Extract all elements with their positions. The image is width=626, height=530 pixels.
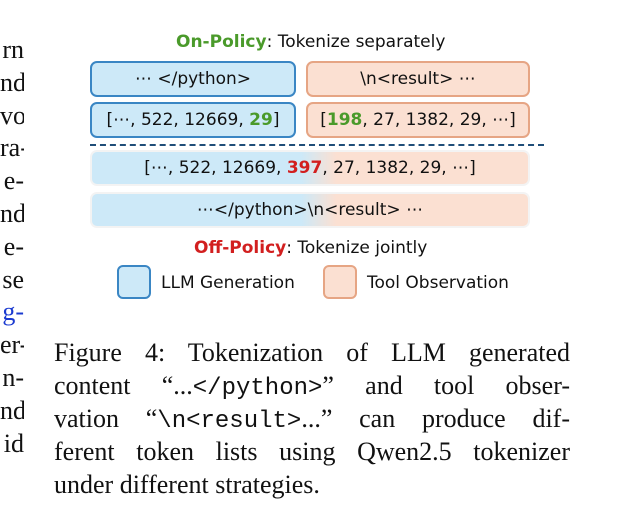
fragment: er- bbox=[0, 330, 24, 360]
tool-text-box: \n<result> ⋯ bbox=[306, 61, 530, 97]
legend-tool-swatch bbox=[323, 265, 357, 299]
llm-tokens: [⋯, 522, 12669, 29] bbox=[106, 110, 280, 130]
llm-boundary-token: 29 bbox=[249, 110, 273, 130]
llm-text: ⋯ </python> bbox=[134, 69, 252, 89]
caption-line-3: vation “\n<result>...” can produce dif- bbox=[54, 404, 570, 435]
fragment: n- bbox=[2, 362, 24, 392]
joint-tokens-box: [⋯, 522, 12669, 397, 27, 1382, 29, ⋯] bbox=[90, 150, 530, 186]
fragment: se bbox=[2, 264, 24, 294]
joint-merged-token: 397 bbox=[286, 158, 323, 178]
fragment: nd bbox=[0, 198, 24, 228]
tool-text: \n<result> ⋯ bbox=[360, 69, 476, 89]
dashed-separator bbox=[90, 144, 544, 146]
off-policy-label: Off-Policy bbox=[194, 238, 287, 258]
figure-caption: Figure 4: Tokenization of LLM generated … bbox=[54, 336, 570, 501]
fragment: nd bbox=[0, 67, 24, 97]
caption-line-5: under different strategies. bbox=[54, 470, 320, 499]
caption-line-2: content “...</python>” and tool obser- bbox=[54, 371, 570, 402]
caption-line-1: Figure 4: Tokenization of LLM generated bbox=[54, 338, 570, 367]
legend-llm-label: LLM Generation bbox=[161, 273, 295, 293]
caption-line-4: ferent token lists using Qwen2.5 tokeniz… bbox=[54, 437, 570, 466]
llm-tokens-box: [⋯, 522, 12669, 29] bbox=[90, 102, 296, 138]
llm-text-box: ⋯ </python> bbox=[90, 61, 296, 97]
tool-tokens: [198, 27, 1382, 29, ⋯] bbox=[320, 110, 516, 130]
fragment: e- bbox=[3, 231, 24, 261]
legend-tool-label: Tool Observation bbox=[367, 273, 509, 293]
fragment: nd bbox=[0, 395, 24, 425]
fragment: id bbox=[3, 428, 24, 458]
off-policy-header: Off-Policy: Tokenize jointly bbox=[194, 238, 427, 258]
legend-llm-swatch bbox=[117, 265, 151, 299]
fragment: ra- bbox=[0, 133, 24, 163]
fragment: rn bbox=[2, 35, 24, 64]
on-policy-desc: : Tokenize separately bbox=[266, 32, 446, 52]
on-policy-label: On-Policy bbox=[176, 32, 267, 52]
tool-tokens-box: [198, 27, 1382, 29, ⋯] bbox=[306, 102, 530, 138]
fragment: e- bbox=[3, 166, 24, 196]
fragment-link[interactable]: g- bbox=[2, 297, 24, 327]
previous-column-text: rn nd vo ra- e- nd e- se g- er- n- nd id bbox=[0, 34, 24, 460]
off-policy-desc: : Tokenize jointly bbox=[286, 238, 428, 258]
tool-boundary-token: 198 bbox=[326, 110, 363, 130]
joint-text: ⋯</python>\n<result> ⋯ bbox=[196, 200, 424, 220]
joint-tokens: [⋯, 522, 12669, 397, 27, 1382, 29, ⋯] bbox=[144, 158, 476, 178]
fragment: vo bbox=[0, 100, 24, 130]
joint-text-box: ⋯</python>\n<result> ⋯ bbox=[90, 192, 530, 228]
on-policy-header: On-Policy: Tokenize separately bbox=[176, 32, 445, 52]
